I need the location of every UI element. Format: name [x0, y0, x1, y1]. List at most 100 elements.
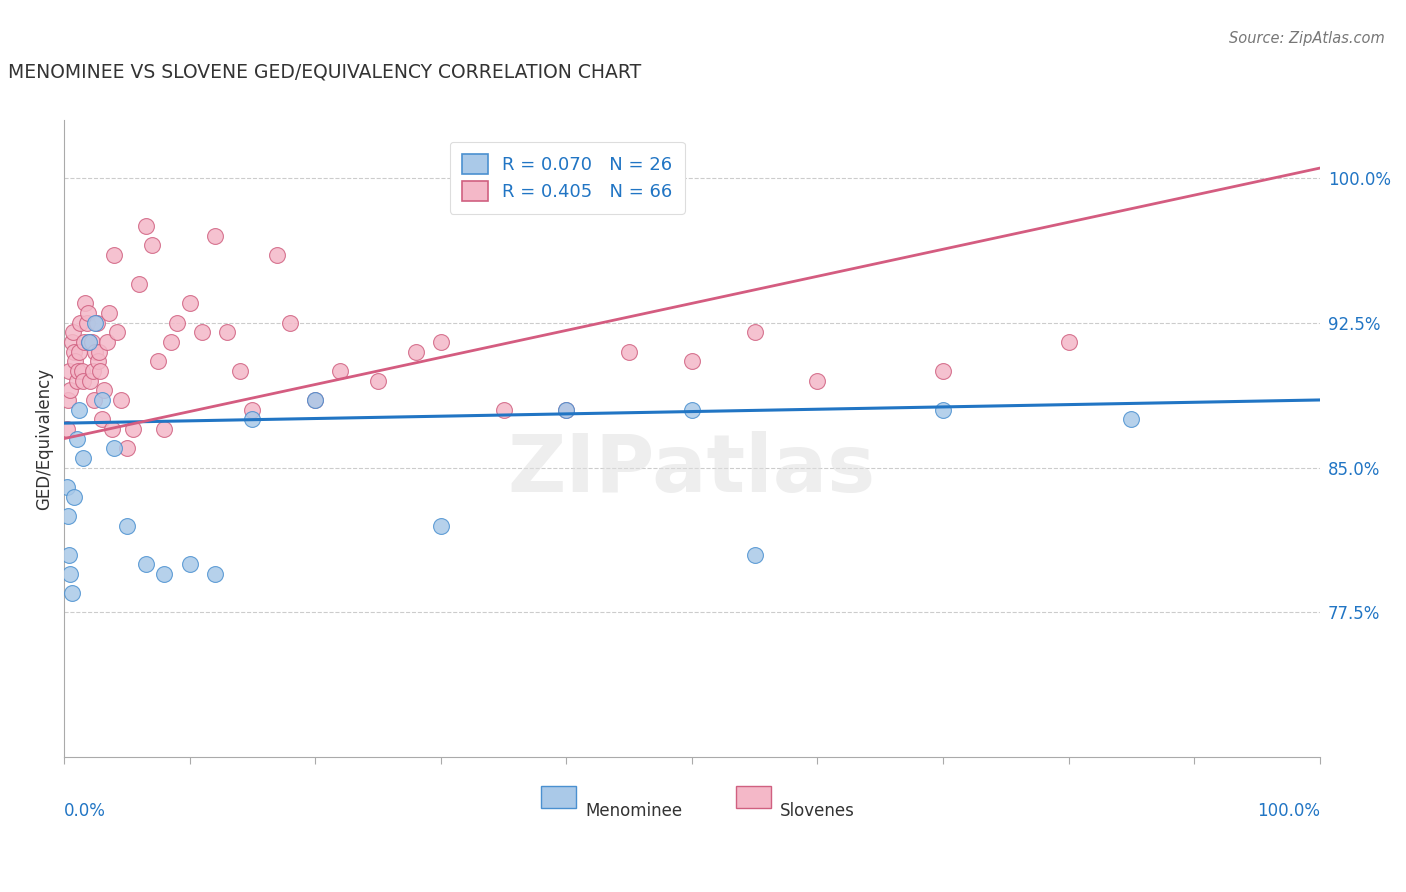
Legend: R = 0.070   N = 26, R = 0.405   N = 66: R = 0.070 N = 26, R = 0.405 N = 66	[450, 142, 685, 214]
Point	[73, 334, 96, 349]
Point	[77, 334, 100, 349]
FancyBboxPatch shape	[541, 786, 576, 808]
Point	[179, 296, 201, 310]
Point	[58, 548, 80, 562]
Point	[115, 442, 138, 456]
Point	[204, 566, 226, 581]
Point	[153, 422, 176, 436]
Point	[135, 558, 157, 572]
Point	[135, 219, 157, 233]
Point	[63, 344, 86, 359]
Point	[59, 566, 82, 581]
Point	[217, 326, 239, 340]
Point	[65, 354, 87, 368]
Point	[179, 558, 201, 572]
Point	[405, 344, 427, 359]
Point	[429, 518, 451, 533]
Point	[76, 316, 98, 330]
Point	[122, 422, 145, 436]
Point	[89, 364, 111, 378]
Point	[65, 374, 87, 388]
Point	[75, 296, 97, 310]
Point	[555, 402, 578, 417]
Point	[60, 586, 83, 600]
Point	[367, 374, 389, 388]
Point	[77, 306, 100, 320]
Point	[79, 374, 101, 388]
Point	[806, 374, 828, 388]
Point	[67, 402, 90, 417]
Point	[62, 326, 84, 340]
Point	[932, 402, 955, 417]
Point	[100, 422, 122, 436]
Point	[83, 392, 105, 407]
Point	[266, 248, 288, 262]
Point	[56, 392, 79, 407]
Point	[72, 374, 94, 388]
Point	[148, 354, 170, 368]
Point	[77, 334, 100, 349]
Point	[191, 326, 214, 340]
Point	[681, 402, 703, 417]
Point	[70, 364, 93, 378]
Point	[90, 412, 112, 426]
Point	[492, 402, 515, 417]
Point	[87, 354, 110, 368]
Point	[82, 364, 104, 378]
Point	[103, 248, 125, 262]
Text: Slovenes: Slovenes	[780, 802, 855, 820]
Point	[58, 364, 80, 378]
Text: ZIPatlas: ZIPatlas	[508, 432, 876, 509]
Point	[932, 364, 955, 378]
Point	[681, 354, 703, 368]
Point	[80, 334, 103, 349]
Point	[141, 238, 163, 252]
Point	[103, 442, 125, 456]
Point	[1057, 334, 1080, 349]
Point	[166, 316, 188, 330]
Point	[1121, 412, 1143, 426]
Point	[153, 566, 176, 581]
Point	[86, 316, 108, 330]
Text: Menominee: Menominee	[585, 802, 682, 820]
Point	[329, 364, 352, 378]
Point	[55, 422, 77, 436]
Point	[229, 364, 252, 378]
Point	[72, 450, 94, 465]
Text: MENOMINEE VS SLOVENE GED/EQUIVALENCY CORRELATION CHART: MENOMINEE VS SLOVENE GED/EQUIVALENCY COR…	[7, 62, 641, 81]
Point	[242, 412, 264, 426]
Point	[105, 326, 128, 340]
Point	[128, 277, 150, 291]
Point	[304, 392, 326, 407]
Point	[55, 480, 77, 494]
Point	[63, 490, 86, 504]
Point	[59, 384, 82, 398]
Point	[555, 402, 578, 417]
Point	[304, 392, 326, 407]
Point	[242, 402, 264, 417]
Point	[429, 334, 451, 349]
Point	[744, 548, 766, 562]
Point	[89, 344, 111, 359]
Point	[278, 316, 301, 330]
Point	[110, 392, 132, 407]
Point	[65, 432, 87, 446]
Point	[56, 508, 79, 523]
Text: 100.0%: 100.0%	[1257, 802, 1320, 820]
Point	[69, 316, 91, 330]
Point	[159, 334, 181, 349]
Point	[67, 344, 90, 359]
Point	[60, 334, 83, 349]
Point	[115, 518, 138, 533]
FancyBboxPatch shape	[735, 786, 770, 808]
Point	[66, 364, 89, 378]
Point	[93, 384, 115, 398]
Text: 0.0%: 0.0%	[65, 802, 105, 820]
Point	[617, 344, 640, 359]
Text: Source: ZipAtlas.com: Source: ZipAtlas.com	[1229, 31, 1385, 46]
Point	[204, 228, 226, 243]
Point	[96, 334, 118, 349]
Point	[84, 316, 107, 330]
Point	[90, 392, 112, 407]
Point	[84, 344, 107, 359]
